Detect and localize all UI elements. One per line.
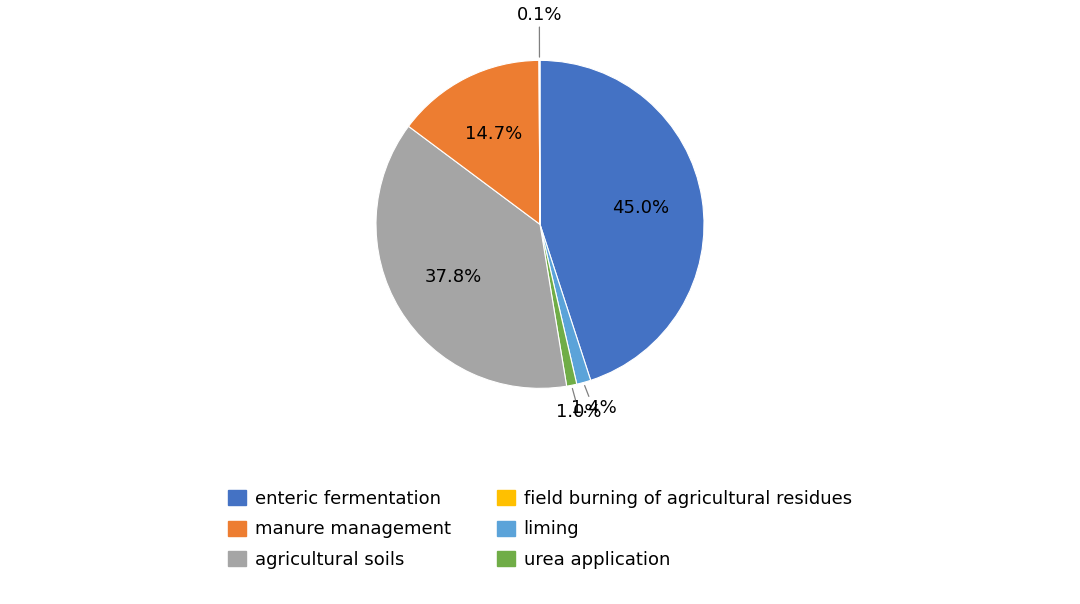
Wedge shape: [408, 60, 540, 224]
Wedge shape: [540, 224, 591, 384]
Text: 1.4%: 1.4%: [570, 385, 617, 417]
Text: 14.7%: 14.7%: [465, 124, 523, 143]
Text: 1.0%: 1.0%: [556, 388, 602, 420]
Wedge shape: [376, 126, 567, 388]
Text: 45.0%: 45.0%: [612, 199, 669, 217]
Text: 37.8%: 37.8%: [424, 268, 482, 286]
Wedge shape: [540, 60, 704, 381]
Legend: enteric fermentation, manure management, agricultural soils, field burning of ag: enteric fermentation, manure management,…: [221, 483, 859, 576]
Wedge shape: [540, 224, 577, 386]
Text: 0.1%: 0.1%: [516, 6, 562, 57]
